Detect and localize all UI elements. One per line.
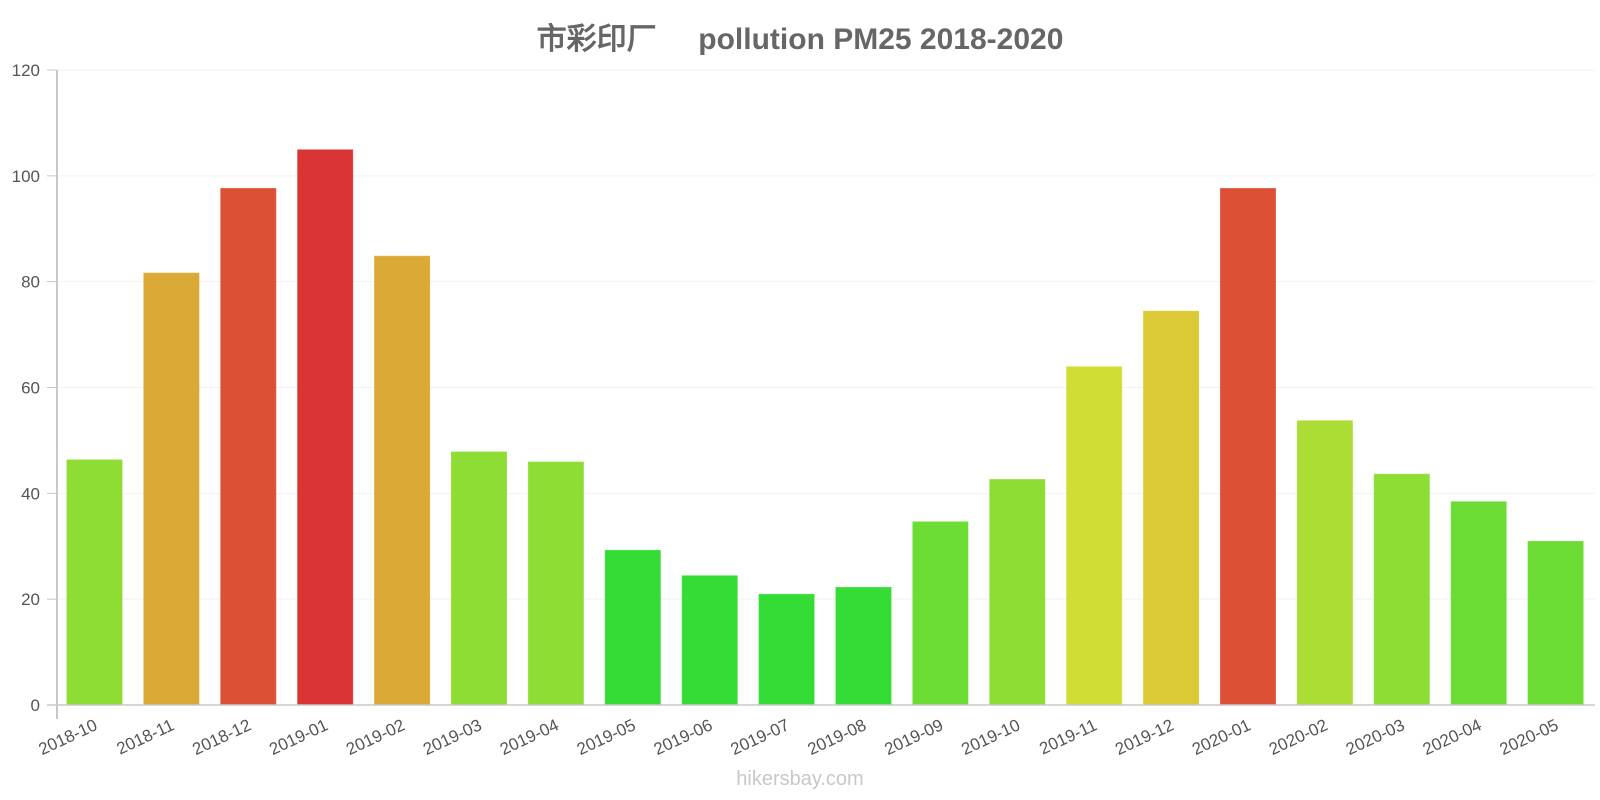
bar-2018-12[interactable] [220, 188, 277, 706]
bar-2019-08[interactable] [835, 587, 892, 706]
x-tick-label: 2020-02 [1266, 715, 1331, 759]
y-tick-label: 20 [21, 590, 40, 609]
bar-2019-02[interactable] [374, 255, 431, 706]
x-axis-ticks: 2018-10 2018-11 2018-12 2019-01 2019-02 2019-… [36, 715, 1562, 759]
chart-title: 市彩印厂 pollution PM25 2018-2020 [536, 23, 1064, 56]
bar-2019-10[interactable] [989, 479, 1046, 706]
x-tick-label: 2019-09 [882, 715, 947, 759]
x-tick-label: 2018-11 [114, 715, 177, 758]
x-tick-label: 2020-04 [1420, 715, 1485, 759]
bar-2019-07[interactable] [758, 593, 815, 706]
y-tick-label: 80 [21, 273, 40, 292]
bar-2020-01[interactable] [1220, 188, 1276, 706]
x-tick-label: 2019-06 [651, 715, 716, 759]
bar-2019-06[interactable] [681, 575, 738, 706]
y-tick-label: 0 [31, 696, 40, 715]
y-tick-label: 40 [21, 484, 40, 503]
x-tick-label: 2019-04 [497, 715, 562, 759]
x-tick-label: 2019-08 [805, 715, 870, 759]
bar-2019-05[interactable] [604, 549, 661, 706]
x-tick-label: 2018-10 [36, 715, 101, 759]
bars [66, 149, 1584, 706]
x-tick-label: 2020-01 [1189, 715, 1254, 759]
x-tick-label: 2020-03 [1343, 715, 1408, 759]
y-axis-ticks: 0 20 40 60 80 100 120 [12, 61, 57, 715]
bar-2019-03[interactable] [451, 451, 507, 706]
bar-2019-09[interactable] [912, 521, 969, 706]
watermark: hikersbay.com [736, 768, 864, 790]
bar-2018-11[interactable] [143, 272, 200, 706]
x-tick-label: 2019-07 [728, 715, 793, 759]
bar-2018-10[interactable] [66, 459, 123, 706]
bar-2020-04[interactable] [1450, 501, 1507, 706]
bar-2019-12[interactable] [1143, 310, 1200, 706]
y-tick-label: 100 [12, 167, 40, 186]
y-tick-label: 120 [12, 61, 40, 80]
x-tick-label: 2019-12 [1112, 715, 1177, 759]
bar-2019-04[interactable] [527, 461, 584, 706]
x-tick-label: 2018-12 [189, 715, 254, 759]
x-tick-label: 2019-02 [343, 715, 408, 759]
bar-2020-02[interactable] [1296, 420, 1353, 706]
gridlines [57, 69, 1595, 600]
x-tick-label: 2019-11 [1036, 715, 1099, 758]
bar-2020-03[interactable] [1373, 473, 1430, 706]
x-tick-label: 2019-03 [420, 715, 485, 759]
x-tick-label: 2019-05 [574, 715, 639, 759]
bar-2019-01[interactable] [297, 149, 354, 706]
x-tick-label: 2019-10 [958, 715, 1023, 759]
x-tick-label: 2020-05 [1497, 715, 1562, 759]
x-tick-label: 2019-01 [266, 715, 331, 759]
y-tick-label: 60 [21, 379, 40, 398]
bar-2020-05[interactable] [1527, 540, 1584, 706]
axes [47, 70, 1595, 719]
bar-2019-11[interactable] [1066, 366, 1123, 706]
